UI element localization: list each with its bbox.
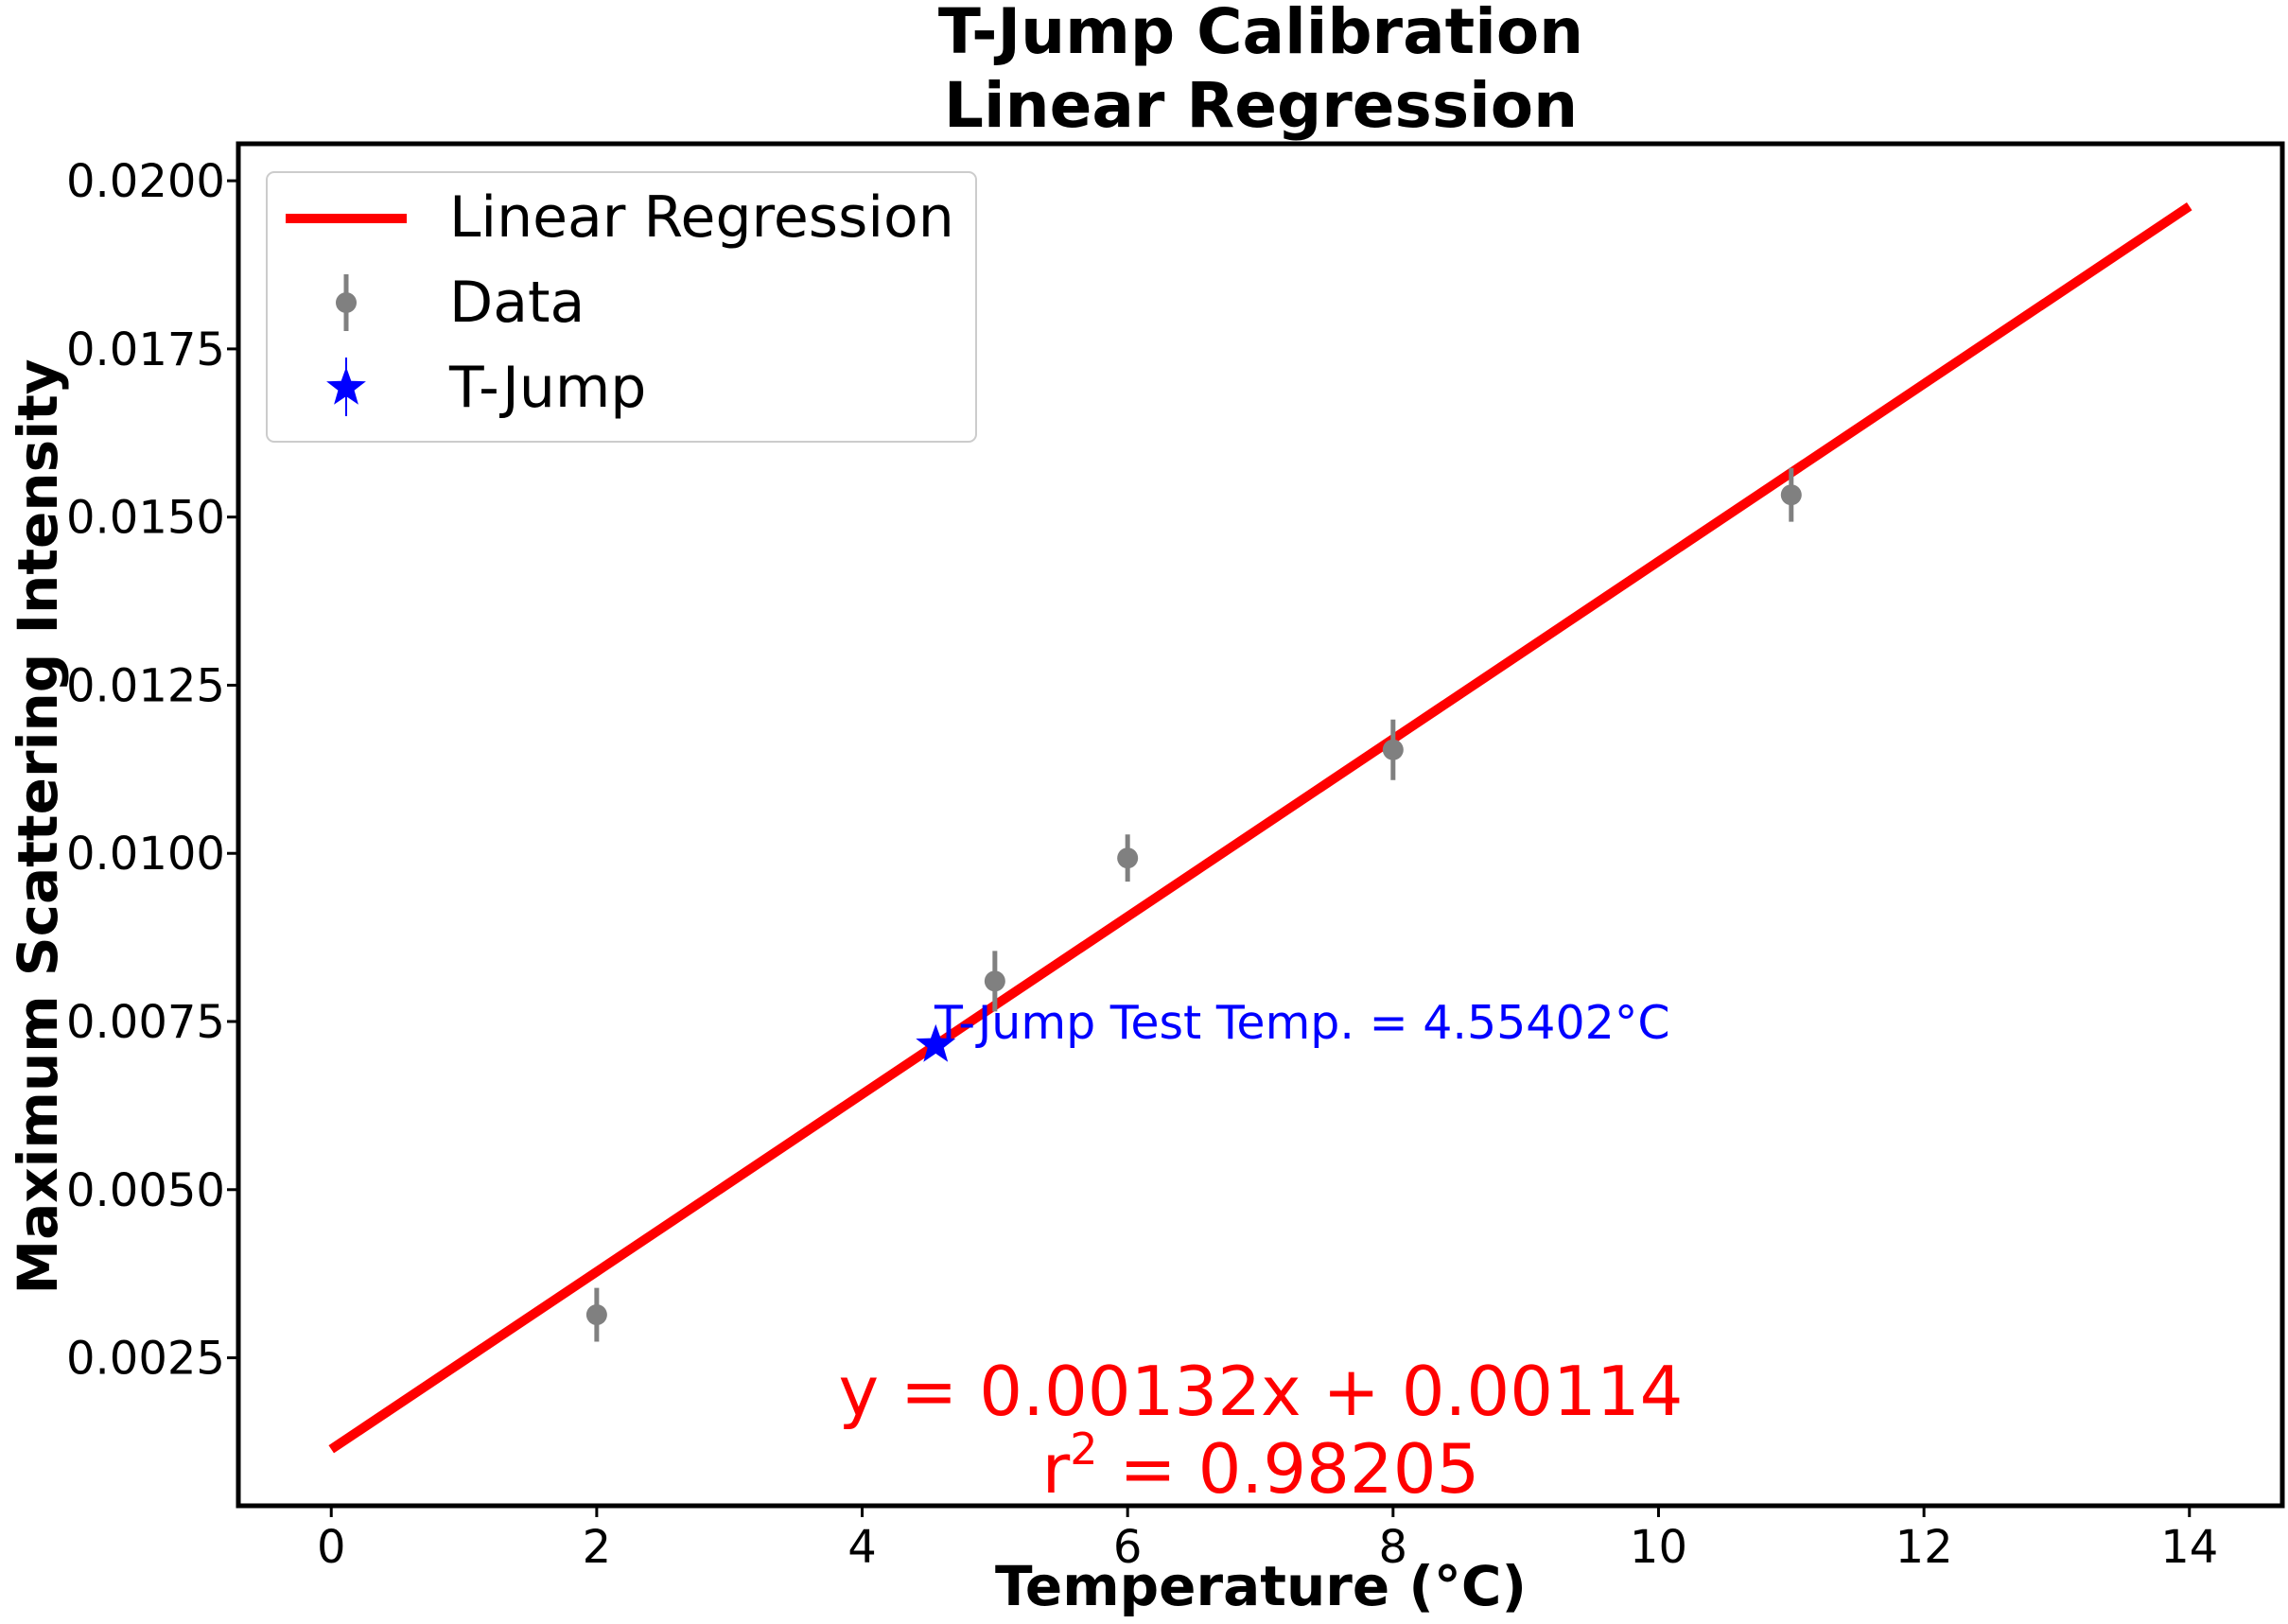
- x-tick-label: 0: [317, 1521, 346, 1574]
- legend: Linear Regression Data T-Jump: [266, 171, 977, 443]
- data-point: [1117, 847, 1139, 869]
- legend-regression-label: Linear Regression: [449, 184, 954, 251]
- r-squared: r2 = 0.98205: [1042, 1423, 1480, 1509]
- data-point: [984, 970, 1005, 992]
- y-tick-label: 0.0100: [66, 828, 225, 881]
- chart-title-line2: Linear Regression: [944, 69, 1578, 142]
- x-tick-label: 14: [2160, 1521, 2218, 1574]
- x-tick-label: 8: [1379, 1521, 1408, 1574]
- legend-tjump-label: T-Jump: [448, 355, 646, 421]
- y-tick-label: 0.0025: [66, 1333, 225, 1386]
- r-squared-superscript: 2: [1070, 1423, 1097, 1475]
- x-tick-label: 2: [583, 1521, 612, 1574]
- x-tick-label: 12: [1895, 1521, 1953, 1574]
- y-tick-label: 0.0125: [66, 659, 225, 712]
- x-tick-label: 10: [1630, 1521, 1687, 1574]
- y-tick-label: 0.0175: [66, 323, 225, 376]
- y-tick-label: 0.0075: [66, 996, 225, 1049]
- legend-box: [266, 171, 977, 443]
- x-axis-ticks: 0 2 4 6 8 10 12 14: [317, 1506, 2218, 1574]
- x-tick-label: 4: [847, 1521, 877, 1574]
- r-squared-value: = 0.98205: [1098, 1429, 1480, 1509]
- x-axis-label: Temperature (°C): [995, 1554, 1527, 1618]
- y-tick-label: 0.0200: [66, 155, 225, 208]
- data-point: [585, 1304, 607, 1326]
- y-axis-ticks: 0.0025 0.0050 0.0075 0.0100 0.0125 0.0150 0.01…: [66, 155, 238, 1386]
- y-tick-label: 0.0050: [66, 1164, 225, 1217]
- legend-data-marker: [336, 292, 357, 313]
- regression-equation: y = 0.00132x + 0.00114: [839, 1352, 1684, 1431]
- y-tick-label: 0.0150: [66, 492, 225, 545]
- data-point: [1382, 739, 1404, 760]
- r-squared-prefix: r: [1042, 1429, 1071, 1509]
- chart-title-line1: T-Jump Calibration: [938, 0, 1583, 68]
- regression-line: [328, 201, 2192, 1454]
- plot-frame: [236, 141, 2285, 1509]
- data-point: [1780, 484, 1802, 506]
- x-tick-label: 6: [1113, 1521, 1143, 1574]
- legend-data-label: Data: [449, 270, 585, 336]
- legend-tjump-star-icon: [326, 367, 366, 405]
- tjump-star-marker: [916, 1023, 956, 1062]
- y-axis-label: Maximum Scattering Intensity: [6, 358, 70, 1294]
- tjump-annotation: T-Jump Test Temp. = 4.55402°C: [934, 996, 1670, 1050]
- plot-marks: [328, 201, 2192, 1454]
